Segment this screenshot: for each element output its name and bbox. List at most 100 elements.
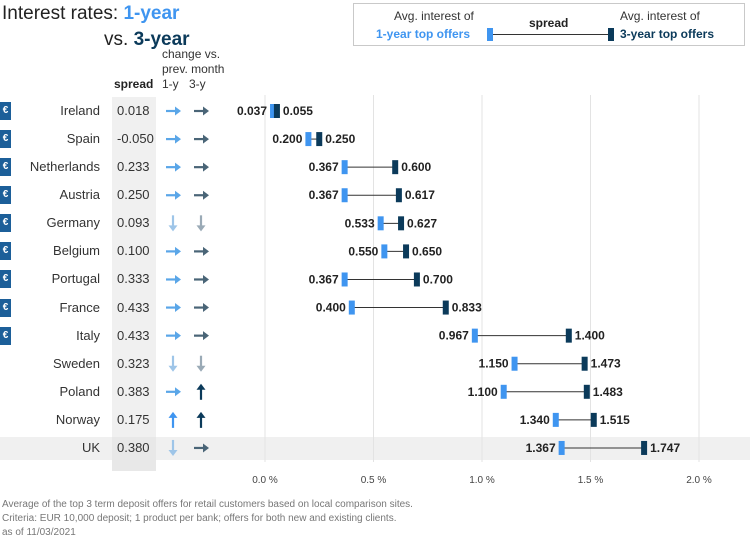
spread-value: 0.093 bbox=[117, 215, 150, 231]
country-label: Italy bbox=[76, 327, 100, 343]
country-label: Sweden bbox=[53, 355, 100, 371]
footer-note-line2: Criteria: EUR 10,000 deposit; 1 product … bbox=[2, 513, 397, 524]
legend: Avg. interest of 1-year top offers sprea… bbox=[353, 3, 745, 46]
change-3y-arrow-icon bbox=[194, 274, 209, 284]
one-year-value-label: 0.037 bbox=[237, 104, 267, 118]
one-year-marker bbox=[552, 412, 559, 427]
change-1y-arrow-icon bbox=[166, 134, 181, 144]
legend-spread-label: spread bbox=[529, 16, 569, 30]
legend-right-line2: 3-year top offers bbox=[620, 27, 715, 41]
one-year-value-label: 1.100 bbox=[468, 385, 498, 399]
three-year-marker bbox=[413, 272, 420, 287]
x-tick-label: 1.5 % bbox=[578, 475, 604, 486]
chart-title-line2: vs. 3-year bbox=[104, 29, 190, 51]
three-year-value-label: 0.627 bbox=[407, 216, 437, 230]
euro-icon: € bbox=[0, 270, 11, 289]
euro-icon: € bbox=[0, 326, 11, 345]
three-year-value-label: 0.700 bbox=[423, 272, 453, 286]
title-prefix: Interest rates: bbox=[2, 3, 124, 24]
one-year-marker bbox=[341, 272, 348, 287]
legend-3year-marker bbox=[608, 28, 614, 41]
change-3y-arrow-icon bbox=[194, 331, 209, 341]
country-label: Belgium bbox=[53, 243, 100, 259]
three-year-marker bbox=[395, 188, 402, 203]
country-label: Poland bbox=[59, 383, 100, 399]
three-year-value-label: 1.747 bbox=[650, 441, 680, 455]
country-label: Spain bbox=[66, 131, 100, 147]
euro-icon: € bbox=[0, 130, 11, 149]
change-1y-arrow-icon bbox=[166, 106, 181, 116]
one-year-value-label: 0.367 bbox=[309, 160, 339, 174]
footer-note-line1: Average of the top 3 term deposit offers… bbox=[2, 499, 413, 510]
spread-value: 0.333 bbox=[117, 271, 150, 287]
legend-left-line1: Avg. interest of bbox=[394, 9, 474, 23]
legend-right-line1: Avg. interest of bbox=[620, 9, 700, 23]
three-year-value-label: 0.250 bbox=[325, 132, 355, 146]
change-1y-arrow-icon bbox=[166, 303, 181, 313]
three-year-marker bbox=[273, 104, 280, 118]
one-year-marker bbox=[341, 160, 348, 175]
spread-column-background bbox=[112, 97, 156, 471]
one-year-marker bbox=[377, 216, 384, 231]
one-year-marker bbox=[348, 300, 355, 315]
euro-icon: € bbox=[0, 102, 11, 120]
euro-icon: € bbox=[0, 298, 11, 317]
country-label: Netherlands bbox=[29, 159, 100, 175]
three-year-marker bbox=[581, 356, 588, 371]
change-1y-arrow-icon bbox=[166, 162, 181, 172]
spread-value: 0.323 bbox=[117, 355, 150, 371]
three-year-value-label: 0.600 bbox=[401, 160, 431, 174]
legend-1year-marker bbox=[487, 28, 493, 41]
three-year-marker bbox=[583, 384, 590, 399]
euro-icon: € bbox=[0, 242, 11, 261]
three-year-marker bbox=[316, 132, 323, 147]
three-year-marker bbox=[590, 412, 597, 427]
legend-left-line2: 1-year top offers bbox=[376, 27, 471, 41]
change-3y-arrow-icon bbox=[194, 162, 209, 172]
change-3y-arrow-icon bbox=[196, 355, 206, 372]
change-1y-arrow-icon bbox=[166, 331, 181, 341]
one-year-marker bbox=[558, 440, 565, 455]
change-1y-arrow-icon bbox=[166, 274, 181, 284]
change-1y-arrow-icon bbox=[166, 387, 181, 397]
change-1y-arrow-icon bbox=[166, 246, 181, 256]
spread-value: 0.380 bbox=[117, 439, 150, 455]
x-tick-label: 1.0 % bbox=[469, 475, 495, 486]
three-year-marker bbox=[398, 216, 405, 231]
three-year-value-label: 1.483 bbox=[593, 385, 623, 399]
change-3y-arrow-icon bbox=[196, 215, 206, 232]
one-year-value-label: 0.400 bbox=[316, 301, 346, 315]
three-year-value-label: 0.833 bbox=[452, 301, 482, 315]
one-year-value-label: 0.367 bbox=[309, 188, 339, 202]
header-change-3y: 3-y bbox=[189, 77, 206, 91]
country-label: Austria bbox=[59, 187, 100, 203]
change-1y-arrow-icon bbox=[168, 439, 178, 456]
change-3y-arrow-icon bbox=[194, 106, 209, 116]
header-spread: spread bbox=[114, 77, 154, 91]
spread-column-background-overlay bbox=[112, 437, 156, 471]
three-year-marker bbox=[392, 160, 399, 175]
spread-value: 0.100 bbox=[117, 243, 150, 259]
chart-title-line1: Interest rates: 1-year bbox=[2, 3, 179, 25]
title-middle: vs. bbox=[104, 29, 134, 50]
one-year-marker bbox=[270, 104, 277, 118]
three-year-value-label: 0.650 bbox=[412, 244, 442, 258]
one-year-value-label: 1.150 bbox=[479, 357, 509, 371]
three-year-value-label: 1.473 bbox=[591, 357, 621, 371]
three-year-marker bbox=[442, 300, 449, 315]
one-year-value-label: 0.967 bbox=[439, 329, 469, 343]
country-label: Portugal bbox=[51, 271, 100, 287]
one-year-value-label: 1.367 bbox=[526, 441, 556, 455]
legend-spread-line bbox=[493, 34, 608, 35]
change-1y-arrow-icon bbox=[166, 190, 181, 200]
title-3year: 3-year bbox=[133, 29, 190, 50]
x-tick-label: 0.0 % bbox=[252, 475, 278, 486]
change-1y-arrow-icon bbox=[168, 215, 178, 232]
country-label: Norway bbox=[55, 411, 100, 427]
euro-icon: € bbox=[0, 186, 11, 205]
change-3y-arrow-icon bbox=[194, 303, 209, 313]
change-3y-arrow-icon bbox=[194, 246, 209, 256]
change-1y-arrow-icon bbox=[168, 411, 178, 428]
euro-icon: € bbox=[0, 214, 11, 233]
spread-value: 0.383 bbox=[117, 383, 150, 399]
